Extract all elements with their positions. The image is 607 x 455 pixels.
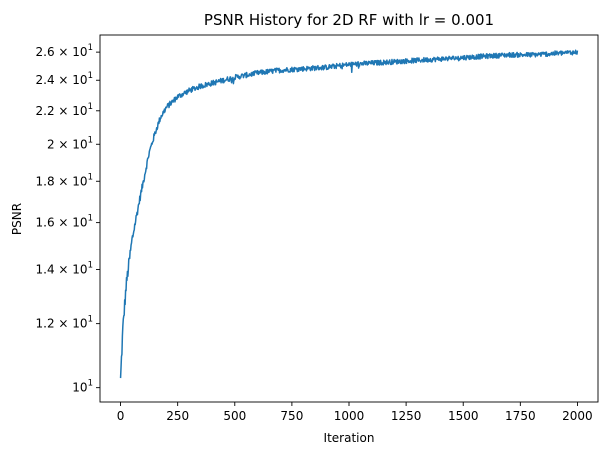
x-tick-label: 250 xyxy=(166,409,189,423)
y-tick-label: 1.8 × 101 xyxy=(36,172,93,188)
x-tick-label: 2000 xyxy=(562,409,593,423)
x-axis-label: Iteration xyxy=(324,431,375,445)
y-tick-label: 2.4 × 101 xyxy=(36,71,93,87)
x-tick-label: 1500 xyxy=(448,409,479,423)
plot-line-layer xyxy=(119,49,579,379)
y-tick-label: 2.2 × 101 xyxy=(36,102,93,118)
y-tick-label: 2.6 × 101 xyxy=(36,43,93,59)
x-tick-label: 750 xyxy=(280,409,303,423)
y-tick-label: 1.2 × 101 xyxy=(36,315,93,331)
y-tick-label: 1.4 × 101 xyxy=(36,261,93,277)
x-axis-ticks: 0 250 500 750 1000 1250 1500 1750 2000 xyxy=(117,402,593,423)
y-tick-label: 1.6 × 101 xyxy=(36,214,93,230)
x-tick-label: 0 xyxy=(117,409,125,423)
x-tick-label: 1750 xyxy=(505,409,536,423)
chart-title: PSNR History for 2D RF with lr = 0.001 xyxy=(204,11,494,29)
y-tick-label: 2 × 101 xyxy=(47,135,93,151)
x-tick-label: 1250 xyxy=(391,409,422,423)
plot-frame xyxy=(99,34,599,403)
series-line xyxy=(119,49,579,379)
y-axis-ticks: 101 1.2 × 101 1.4 × 101 1.6 × 101 1.8 × 101 2… xyxy=(36,43,100,395)
y-tick-label: 101 xyxy=(72,379,93,395)
x-tick-label: 500 xyxy=(223,409,246,423)
x-tick-label: 1000 xyxy=(334,409,365,423)
y-axis-label: PSNR xyxy=(10,203,24,235)
